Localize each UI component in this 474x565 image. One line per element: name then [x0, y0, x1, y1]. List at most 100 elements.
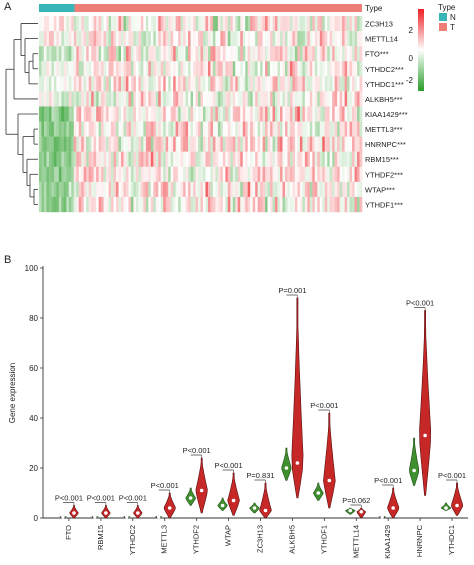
heatmap-cell — [116, 181, 119, 198]
heatmap-cell — [215, 136, 219, 152]
heatmap-cell — [188, 91, 191, 107]
heatmap-cell — [198, 181, 201, 198]
heatmap-cell — [81, 46, 85, 62]
heatmap-cell — [202, 196, 206, 213]
heatmap-cell — [342, 31, 345, 47]
heatmap-cell — [349, 76, 353, 92]
heatmap-cell — [48, 106, 52, 122]
heatmap-cell — [150, 121, 154, 137]
heatmap-cell — [354, 121, 358, 137]
heatmap-cell — [357, 181, 360, 198]
heatmap-cell — [106, 46, 109, 62]
heatmap-cell — [357, 136, 360, 152]
heatmap-cell — [329, 16, 333, 32]
heatmap-cell — [332, 196, 335, 213]
heatmap-cell — [250, 16, 253, 32]
heatmap-cell — [106, 91, 109, 107]
heatmap-cell — [86, 121, 89, 137]
heatmap-cell — [168, 91, 171, 107]
heatmap-cell — [272, 106, 276, 122]
heatmap-cell — [116, 121, 119, 137]
violin-tumor-median — [359, 509, 364, 514]
heatmap-cell — [205, 91, 209, 107]
heatmap-cell — [322, 181, 326, 198]
heatmap-cell — [98, 31, 102, 47]
heatmap-cell — [215, 76, 219, 92]
heatmap-cell — [302, 31, 306, 47]
heatmap-cell — [250, 31, 253, 47]
heatmap-cell — [46, 106, 50, 122]
heatmap-cell — [225, 61, 229, 77]
heatmap-cell — [302, 196, 306, 213]
violin-tumor-median — [199, 488, 204, 493]
heatmap-cell — [284, 46, 288, 62]
heatmap-cell — [212, 136, 216, 152]
heatmap-cell — [342, 16, 345, 32]
heatmap-cell — [230, 151, 234, 167]
heatmap-cell — [322, 16, 326, 32]
legend-label-n: N — [450, 13, 456, 22]
heatmap-cell — [68, 121, 72, 137]
heatmap-cell — [93, 196, 97, 213]
p-value-label: P<0.001 — [119, 494, 147, 503]
heatmap-cell — [277, 196, 281, 213]
heatmap-cell — [267, 136, 271, 152]
heatmap-cell — [83, 91, 87, 107]
heatmap-cell — [287, 196, 291, 213]
heatmap-cell — [51, 16, 55, 32]
heatmap-cell — [178, 91, 181, 107]
heatmap-cell — [262, 181, 266, 198]
heatmap-cell — [227, 151, 231, 167]
heatmap-cell — [83, 121, 87, 137]
heatmap-cell — [91, 136, 94, 152]
heatmap-cell — [133, 31, 137, 47]
heatmap-cell — [247, 136, 251, 152]
heatmap-cell — [252, 121, 256, 137]
heatmap-cell — [41, 16, 45, 32]
heatmap-cell — [118, 76, 122, 92]
heatmap-cell — [120, 166, 124, 183]
heatmap-cell — [138, 61, 142, 77]
heatmap-cell — [304, 16, 308, 32]
heatmap-cell — [255, 91, 258, 107]
heatmap-cell — [267, 151, 271, 167]
heatmap-cell — [307, 121, 311, 137]
heatmap-cell — [222, 31, 226, 47]
heatmap-cell — [282, 106, 286, 122]
heatmap-cell — [237, 181, 241, 198]
heatmap-cell — [175, 46, 179, 62]
heatmap-cell — [103, 151, 107, 167]
heatmap-cell — [120, 196, 124, 213]
heatmap-cell — [66, 196, 70, 213]
heatmap-cell — [66, 46, 70, 62]
heatmap-cell — [98, 46, 102, 62]
heatmap-cell — [78, 196, 82, 213]
heatmap-cell — [96, 91, 99, 107]
heatmap-cell — [289, 136, 293, 152]
heatmap-cell — [158, 91, 162, 107]
heatmap-cell — [43, 181, 47, 198]
heatmap-cell — [284, 16, 288, 32]
heatmap-cell — [267, 46, 271, 62]
heatmap-cell — [185, 46, 189, 62]
heatmap-cell — [185, 76, 189, 92]
x-tick-label: ZC3H13 — [256, 525, 265, 553]
heatmap-cell — [106, 31, 109, 47]
heatmap-cell — [324, 31, 328, 47]
heatmap-cell — [168, 106, 171, 122]
heatmap-cell — [150, 16, 154, 32]
heatmap-cell — [118, 166, 122, 183]
heatmap-cell — [195, 61, 199, 77]
heatmap-cell — [327, 91, 330, 107]
heatmap-cell — [101, 31, 104, 47]
heatmap-cell — [237, 196, 241, 213]
heatmap-cell — [294, 16, 298, 32]
heatmap-cell — [158, 76, 162, 92]
heatmap-cell — [240, 136, 244, 152]
heatmap-cell — [178, 151, 181, 167]
heatmap-cell — [359, 166, 363, 183]
heatmap-cell — [200, 46, 204, 62]
heatmap-cell — [91, 31, 94, 47]
heatmap-cell — [78, 121, 82, 137]
heatmap-cell — [61, 151, 65, 167]
